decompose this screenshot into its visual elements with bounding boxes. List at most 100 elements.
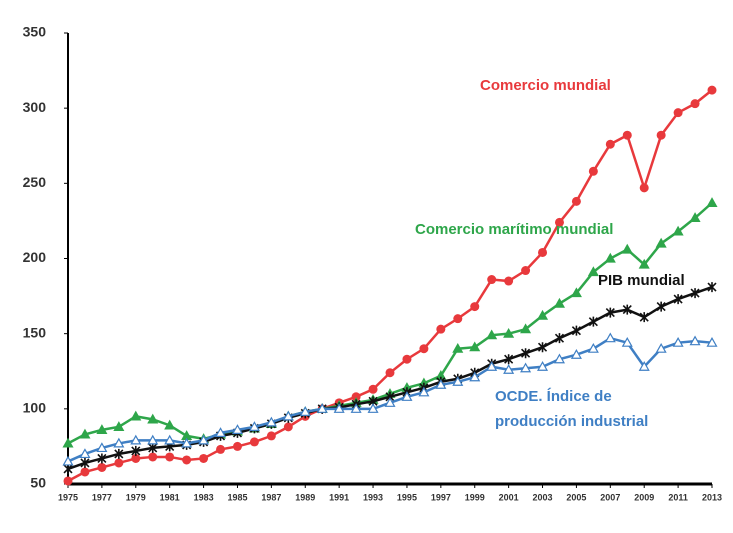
series-label: Comercio mundial bbox=[480, 77, 611, 94]
marker bbox=[554, 333, 565, 344]
series-line bbox=[67, 285, 713, 471]
marker bbox=[689, 335, 701, 346]
marker bbox=[165, 452, 175, 462]
marker bbox=[520, 323, 532, 334]
marker bbox=[96, 424, 108, 434]
marker bbox=[521, 266, 531, 276]
x-tick-label: 1997 bbox=[431, 492, 451, 502]
marker bbox=[453, 314, 463, 324]
x-tick-label: 1999 bbox=[465, 492, 485, 502]
x-tick-label: 2011 bbox=[668, 492, 688, 502]
marker bbox=[232, 441, 242, 451]
marker bbox=[588, 166, 598, 176]
marker bbox=[62, 455, 74, 466]
marker bbox=[62, 437, 74, 448]
marker bbox=[521, 348, 531, 359]
marker bbox=[266, 431, 276, 441]
marker bbox=[181, 437, 193, 448]
marker bbox=[638, 361, 650, 371]
marker bbox=[673, 108, 683, 118]
marker bbox=[199, 453, 209, 463]
marker bbox=[147, 413, 159, 424]
marker bbox=[706, 336, 718, 347]
marker bbox=[638, 258, 650, 269]
marker bbox=[216, 444, 226, 454]
marker bbox=[604, 252, 616, 263]
marker bbox=[504, 276, 514, 286]
marker bbox=[553, 297, 565, 308]
marker bbox=[639, 312, 649, 323]
marker bbox=[520, 362, 532, 373]
marker bbox=[656, 130, 666, 140]
marker bbox=[487, 275, 497, 285]
marker bbox=[97, 462, 107, 472]
marker bbox=[538, 247, 548, 257]
marker bbox=[655, 237, 667, 248]
x-tick-label: 2001 bbox=[499, 492, 519, 502]
marker bbox=[503, 364, 515, 374]
marker bbox=[384, 397, 396, 407]
x-tick-label: 2007 bbox=[600, 492, 620, 502]
y-tick-label: 250 bbox=[23, 174, 47, 190]
marker bbox=[248, 421, 260, 431]
marker bbox=[63, 476, 73, 486]
marker bbox=[486, 329, 498, 340]
marker bbox=[401, 391, 413, 401]
marker bbox=[97, 453, 107, 464]
marker bbox=[113, 421, 125, 431]
x-tick-label: 1983 bbox=[194, 492, 214, 502]
marker bbox=[164, 434, 176, 445]
marker bbox=[690, 288, 700, 299]
marker bbox=[114, 458, 124, 468]
marker bbox=[351, 392, 361, 402]
marker bbox=[435, 379, 447, 389]
marker bbox=[587, 342, 599, 353]
marker bbox=[587, 266, 599, 277]
marker bbox=[469, 341, 481, 352]
x-tick-label: 1975 bbox=[58, 492, 78, 502]
marker bbox=[419, 344, 429, 354]
marker bbox=[215, 427, 227, 437]
x-tick-label: 1977 bbox=[92, 492, 112, 502]
marker bbox=[604, 332, 616, 343]
marker bbox=[182, 455, 192, 465]
marker bbox=[368, 384, 378, 394]
x-tick-label: 1991 bbox=[329, 492, 349, 502]
marker bbox=[198, 434, 210, 445]
x-tick-label: 1989 bbox=[295, 492, 315, 502]
marker bbox=[621, 243, 633, 254]
marker bbox=[231, 424, 243, 434]
marker bbox=[707, 282, 717, 293]
series-label: OCDE. Índice de producción industrial bbox=[495, 388, 649, 430]
marker bbox=[79, 428, 91, 439]
marker bbox=[452, 342, 464, 353]
marker bbox=[385, 368, 395, 378]
marker bbox=[656, 301, 666, 312]
marker bbox=[605, 307, 615, 318]
marker bbox=[452, 376, 464, 386]
marker bbox=[249, 437, 259, 447]
marker bbox=[130, 434, 142, 445]
marker bbox=[148, 442, 158, 453]
marker bbox=[113, 437, 125, 448]
marker bbox=[537, 342, 548, 353]
marker bbox=[554, 217, 564, 227]
marker bbox=[571, 325, 581, 336]
y-tick-label: 200 bbox=[23, 249, 47, 265]
marker bbox=[418, 386, 430, 397]
marker bbox=[570, 348, 582, 359]
marker bbox=[131, 445, 141, 456]
marker bbox=[131, 453, 141, 463]
marker bbox=[148, 452, 158, 462]
marker bbox=[114, 448, 124, 459]
y-tick-label: 100 bbox=[23, 400, 47, 416]
marker bbox=[537, 309, 549, 320]
x-tick-label: 1981 bbox=[160, 492, 180, 502]
marker bbox=[571, 196, 581, 206]
marker bbox=[503, 327, 515, 338]
marker bbox=[436, 324, 446, 334]
marker bbox=[402, 354, 412, 364]
marker bbox=[706, 197, 718, 207]
